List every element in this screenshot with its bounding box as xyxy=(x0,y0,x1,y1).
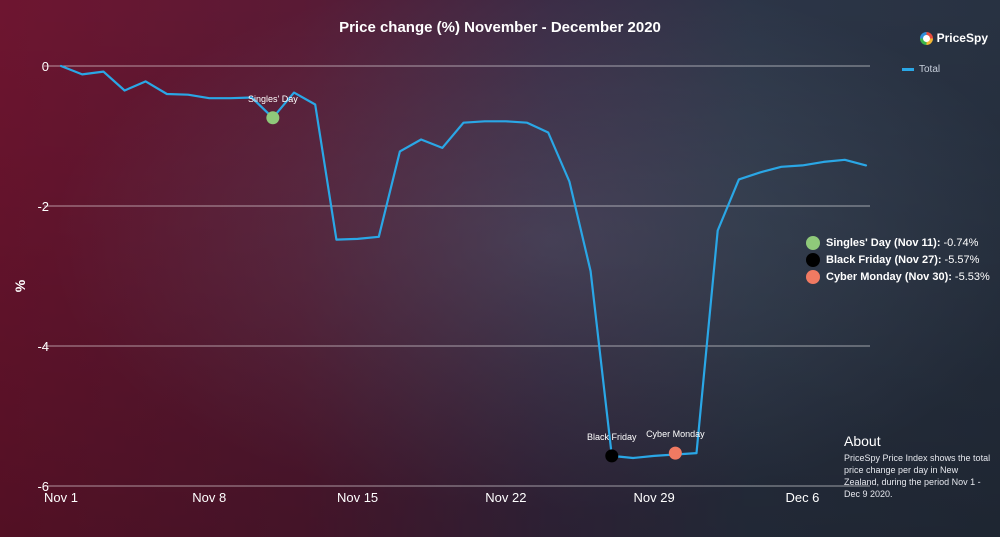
cyber-monday-dot xyxy=(806,269,820,284)
x-tick-label: Nov 15 xyxy=(337,490,378,505)
event-marker-label: Singles' Day xyxy=(248,94,298,104)
brand-name: PriceSpy xyxy=(936,31,988,45)
event-value: -5.53% xyxy=(954,270,990,283)
event-summary: Singles' Day (Nov 11): -0.74% Black Frid… xyxy=(806,234,990,285)
y-axis-label: % xyxy=(12,279,29,293)
grid-lines xyxy=(44,65,870,487)
brand-logo: PriceSpy xyxy=(919,31,988,45)
x-tick-label: Nov 22 xyxy=(485,490,526,505)
x-tick-label: Nov 8 xyxy=(192,490,226,505)
x-tick-label: Nov 1 xyxy=(44,490,78,505)
series-line-total xyxy=(59,64,868,460)
y-tick-label: -6 xyxy=(37,479,49,494)
y-tick-label: -4 xyxy=(37,339,49,354)
black-friday-dot xyxy=(806,252,820,267)
chart-title: Price change (%) November - December 202… xyxy=(339,19,661,36)
event-marker xyxy=(668,446,682,460)
pricespy-logo-icon xyxy=(919,31,933,45)
event-singles-day: Singles' Day (Nov 11): -0.74% xyxy=(806,234,990,251)
legend[interactable]: Total xyxy=(902,64,940,75)
singles-day-dot xyxy=(806,235,820,250)
x-tick-label: Dec 6 xyxy=(785,490,819,505)
event-value: -5.57% xyxy=(944,253,980,266)
about-panel: About PriceSpy Price Index shows the tot… xyxy=(844,433,994,500)
about-heading: About xyxy=(844,433,881,449)
event-value: -0.74% xyxy=(943,236,979,249)
event-cyber-monday: Cyber Monday (Nov 30): -5.53% xyxy=(806,268,990,285)
x-tick-label: Nov 29 xyxy=(634,490,675,505)
legend-label-total: Total xyxy=(919,64,941,75)
y-tick-label: 0 xyxy=(42,59,49,74)
y-tick-labels: 0 -2 -4 -6 xyxy=(37,59,49,494)
about-text: PriceSpy Price Index shows the total pri… xyxy=(844,453,991,499)
x-tick-labels: Nov 1 Nov 8 Nov 15 Nov 22 Nov 29 Dec 6 xyxy=(44,490,819,505)
event-name: Black Friday (Nov 27): xyxy=(826,253,942,266)
legend-swatch-total xyxy=(902,68,914,71)
event-marker xyxy=(605,449,619,463)
event-marker-label: Cyber Monday xyxy=(646,429,705,439)
event-black-friday: Black Friday (Nov 27): -5.57% xyxy=(806,251,990,268)
event-name: Cyber Monday (Nov 30): xyxy=(826,270,952,283)
y-tick-label: -2 xyxy=(37,199,49,214)
event-name: Singles' Day (Nov 11): xyxy=(826,236,941,249)
event-marker-label: Black Friday xyxy=(587,432,637,442)
event-marker xyxy=(266,111,280,125)
event-markers: Singles' Day Black Friday Cyber Monday xyxy=(248,94,705,463)
